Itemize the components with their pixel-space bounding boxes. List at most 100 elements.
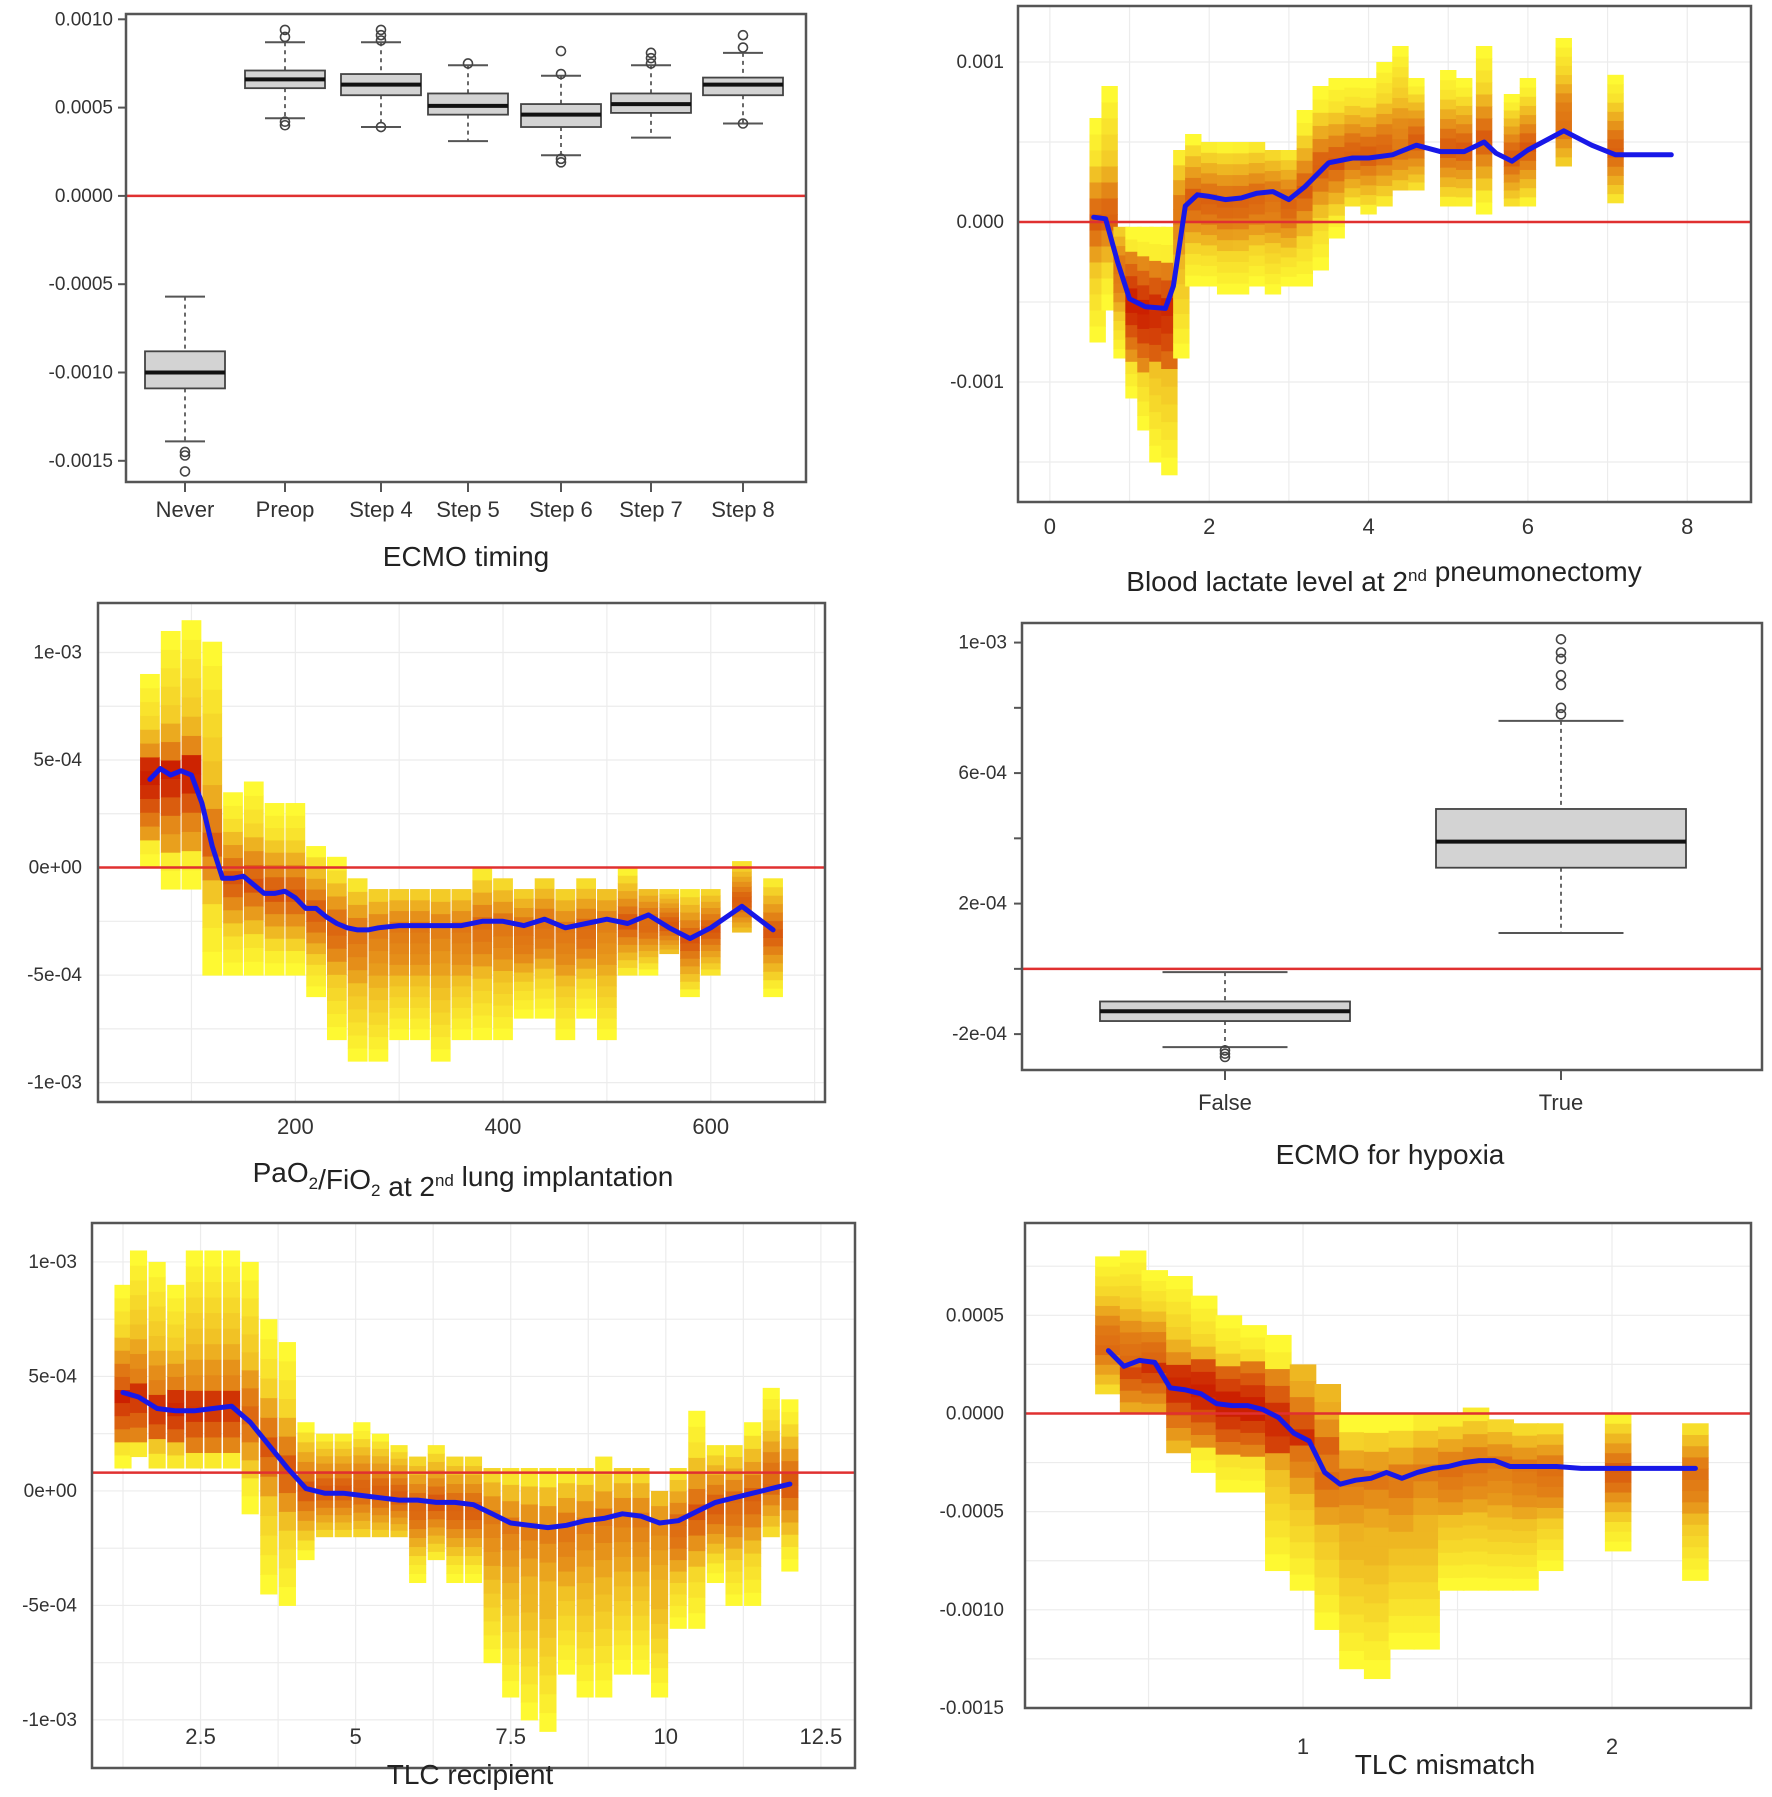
density-cell xyxy=(638,919,659,927)
density-cell xyxy=(389,942,410,955)
density-cell xyxy=(513,889,534,899)
density-cell xyxy=(1339,1486,1366,1506)
density-cell xyxy=(371,1441,390,1449)
density-cell xyxy=(1328,169,1345,182)
density-cell xyxy=(368,913,389,927)
density-cell xyxy=(1328,146,1345,159)
density-cell xyxy=(327,961,347,975)
density-cell xyxy=(1201,142,1218,153)
density-cell xyxy=(1240,1325,1267,1338)
density-cell xyxy=(595,1473,613,1492)
density-cell xyxy=(160,723,181,743)
density-cell xyxy=(1289,1364,1317,1382)
density-cell xyxy=(241,1351,259,1371)
density-cell xyxy=(472,867,493,881)
density-cell xyxy=(700,919,721,927)
density-cell xyxy=(732,861,752,867)
density-cell xyxy=(502,1664,520,1682)
density-column xyxy=(557,1468,576,1675)
density-cell xyxy=(1363,1659,1391,1680)
density-cell xyxy=(669,1525,687,1538)
density-cell xyxy=(260,1338,278,1359)
density-cell xyxy=(659,948,680,955)
density-cell xyxy=(732,896,752,903)
density-cell xyxy=(297,1510,315,1521)
density-cell xyxy=(1339,1614,1366,1633)
density-cell xyxy=(1248,244,1266,256)
density-cell xyxy=(129,1353,148,1369)
density-cell xyxy=(1512,1578,1539,1591)
density-cell xyxy=(1604,1442,1632,1454)
density-cell xyxy=(638,962,659,970)
density-cell xyxy=(1095,1334,1122,1346)
density-cell xyxy=(334,1492,352,1501)
density-cell xyxy=(1215,1340,1243,1354)
density-cell xyxy=(223,909,243,924)
density-column xyxy=(1240,1325,1267,1493)
density-cell xyxy=(430,1036,451,1050)
density-cell xyxy=(1555,47,1572,57)
density-cell xyxy=(1440,176,1457,188)
density-cell xyxy=(1360,107,1377,118)
density-cell xyxy=(1264,191,1282,202)
density-cell xyxy=(1312,112,1329,126)
density-cell xyxy=(520,1486,538,1505)
density-cell xyxy=(204,1436,222,1453)
density-cell xyxy=(1455,178,1473,189)
outlier-point xyxy=(179,466,191,477)
density-cell xyxy=(557,1659,576,1675)
density-cell xyxy=(1314,1384,1342,1403)
density-cell xyxy=(1376,185,1393,197)
density-cell xyxy=(1289,1574,1317,1591)
density-cell xyxy=(1216,218,1234,230)
density-cell xyxy=(1607,175,1624,186)
density-cell xyxy=(264,925,285,939)
x-tick-label: 5 xyxy=(350,1724,362,1749)
density-cell xyxy=(557,1600,576,1616)
density-cell xyxy=(185,1359,203,1376)
density-cell xyxy=(763,920,783,930)
density-cell xyxy=(1232,196,1250,208)
density-cell xyxy=(1141,1352,1169,1363)
density-cell xyxy=(1392,128,1409,140)
density-cell xyxy=(1408,158,1425,167)
density-cell xyxy=(327,935,347,949)
density-cell xyxy=(1462,1498,1490,1513)
density-cell xyxy=(306,953,326,965)
density-cell xyxy=(223,883,243,898)
density-cell xyxy=(347,1008,368,1023)
density-cell xyxy=(1119,1320,1147,1333)
density-cell xyxy=(148,1320,166,1337)
x-tick-label: 8 xyxy=(1681,514,1693,539)
x-tick-label: 4 xyxy=(1362,514,1374,539)
density-cell xyxy=(1607,102,1624,112)
density-cell xyxy=(347,1021,368,1036)
x-category-label: Step 4 xyxy=(349,497,413,522)
density-cell xyxy=(1413,1615,1440,1633)
density-cell xyxy=(1089,310,1106,327)
density-column xyxy=(1536,1423,1564,1572)
density-cell xyxy=(297,1490,315,1502)
density-cell xyxy=(613,1497,631,1513)
density-cell xyxy=(1519,96,1537,106)
density-cell xyxy=(223,818,243,832)
density-cell xyxy=(576,1582,594,1600)
density-cell xyxy=(1413,1430,1440,1448)
superscript: nd xyxy=(1408,566,1427,585)
density-cell xyxy=(1190,1358,1218,1372)
density-cell xyxy=(368,938,389,952)
density-cell xyxy=(781,1509,799,1523)
density-cell xyxy=(446,1519,464,1530)
density-cell xyxy=(576,988,596,999)
density-cell xyxy=(781,1497,799,1511)
density-cell xyxy=(1166,1313,1193,1328)
density-cell xyxy=(1264,283,1282,295)
outlier-point xyxy=(555,153,567,165)
density-cell xyxy=(1604,1413,1632,1424)
density-cell xyxy=(617,936,638,945)
density-cell xyxy=(1339,1449,1366,1469)
density-cell xyxy=(1604,1452,1632,1464)
density-cell xyxy=(334,1477,352,1486)
density-cell xyxy=(1328,123,1345,136)
density-cell xyxy=(472,990,493,1004)
